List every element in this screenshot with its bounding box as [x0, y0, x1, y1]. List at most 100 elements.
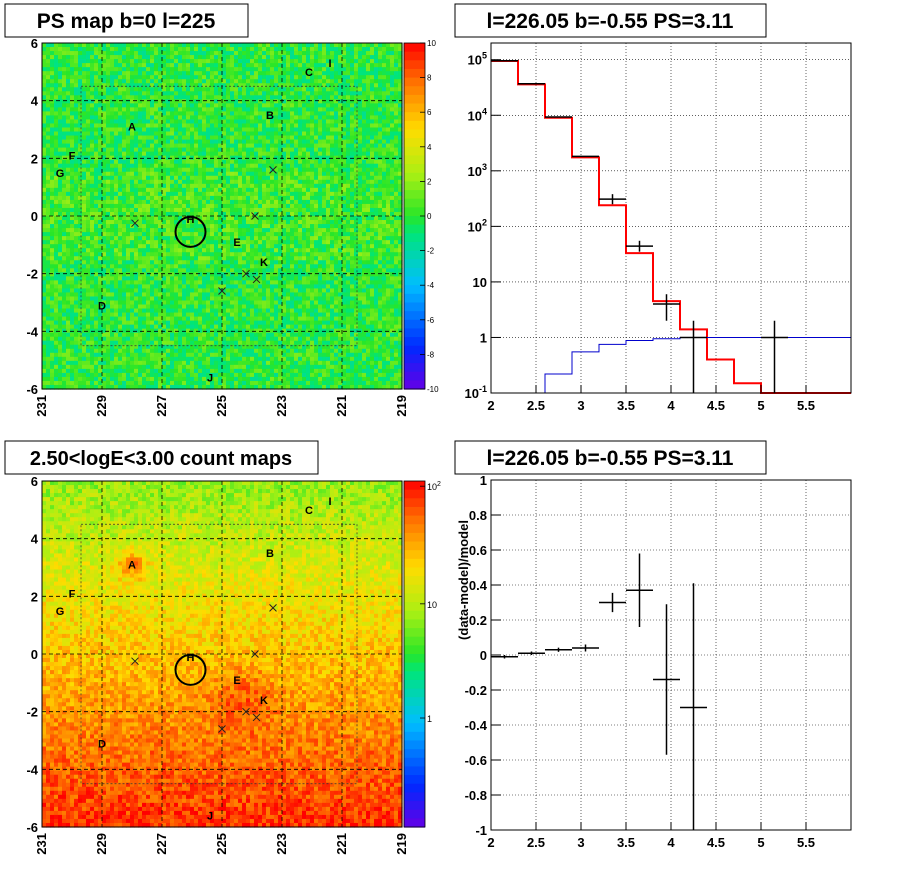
- x-tick-label: 223: [274, 833, 289, 855]
- colorbar-tick-label: -8: [427, 350, 435, 359]
- residual-grid: [490, 479, 851, 831]
- y-tick-label: -2: [26, 267, 38, 282]
- source-label: A: [128, 122, 136, 134]
- source-label: D: [98, 300, 106, 312]
- source-cross-marker: [218, 287, 226, 295]
- y-tick-label: 4: [31, 532, 39, 547]
- y-tick-label: -4: [26, 762, 38, 777]
- source-label: F: [69, 588, 76, 600]
- y-tick-label: -4: [26, 324, 38, 339]
- colorbar-tick-label: 2: [427, 177, 432, 186]
- source-cross-marker: [269, 604, 277, 612]
- y-tick-label: 0: [31, 647, 38, 662]
- source-cross-marker: [252, 275, 261, 284]
- target-circle: [174, 653, 207, 686]
- x-tick-label: 5.5: [797, 835, 815, 850]
- colorbar-tick-label: 10: [427, 600, 437, 610]
- x-tick-label: 229: [94, 395, 109, 417]
- y-tick-label: 6: [31, 36, 38, 51]
- x-tick-label: 2.5: [527, 835, 545, 850]
- residual-panel: 2 2.5 3 3.5 4 4.5 5 5.5 1 0.8 0.6 0.4 0.2 0 -0.2 -0.4 -0…: [456, 473, 852, 850]
- x-tick-label: 225: [214, 833, 229, 855]
- source-label: K: [260, 257, 268, 269]
- colorbar-tick-label: 0: [427, 212, 432, 221]
- x-tick-label: 5.5: [797, 398, 815, 413]
- y-tick-label: 10-1: [465, 384, 487, 401]
- model-histogram: [491, 59, 851, 394]
- source-label: E: [233, 675, 240, 687]
- colorbar-tick-label: 6: [427, 108, 432, 117]
- source-label: C: [305, 505, 313, 517]
- source-label: J: [207, 372, 213, 384]
- colorbar: 10 8 6 4 2 0 -2 -4 -6 -8 -10: [403, 39, 439, 394]
- y-tick-label: -6: [26, 382, 38, 397]
- source-label: H: [187, 652, 195, 664]
- title-bottom-left: 2.50<logE<3.00 count maps: [30, 448, 292, 470]
- y-tick-label: 1: [480, 330, 487, 345]
- source-cross-marker: [269, 166, 277, 174]
- y-tick-label: 6: [31, 474, 38, 489]
- title-top-left: PS map b=0 l=225: [37, 10, 216, 33]
- ps-map-panel: 231 229 227 225 223 221 219 6 4 2 0 -2 -4 -6 10 8 6 4 2 0 -2…: [26, 36, 439, 417]
- source-label: I: [328, 58, 331, 70]
- y-tick-label: -0.8: [465, 788, 487, 803]
- map-frame: [41, 480, 403, 828]
- title-box-top-left: PS map b=0 l=225: [4, 3, 249, 38]
- source-cross-marker: [251, 212, 259, 220]
- y-tick-label: 2: [31, 589, 38, 604]
- map-frame: [41, 42, 403, 390]
- y-tick-label: -2: [26, 705, 38, 720]
- source-label: G: [56, 168, 65, 180]
- source-cross-marker: [242, 269, 250, 278]
- x-tick-label: 3: [577, 835, 584, 850]
- x-tick-label: 2: [487, 835, 494, 850]
- x-tick-label: 227: [154, 395, 169, 417]
- title-box-top-right: l=226.05 b=-0.55 PS=3.11: [454, 3, 767, 38]
- y-tick-label: 4: [31, 94, 39, 109]
- y-tick-label: 2: [31, 151, 38, 166]
- source-label: K: [260, 695, 268, 707]
- x-tick-label: 4: [667, 398, 675, 413]
- roi-box: [80, 85, 358, 347]
- source-label: I: [328, 496, 331, 508]
- heatmap-cells: [42, 43, 403, 390]
- colorbar-tick-label: -2: [427, 247, 435, 256]
- x-tick-label: 2.5: [527, 398, 545, 413]
- source-cross-marker: [131, 657, 139, 666]
- source-cross-marker: [242, 707, 250, 716]
- source-cross-marker: [251, 650, 259, 658]
- y-tick-label: 0.8: [469, 508, 487, 523]
- x-tick-label: 5: [757, 835, 764, 850]
- source-label: C: [305, 67, 313, 79]
- source-label: J: [207, 810, 213, 822]
- colorbar-tick-label: -4: [427, 281, 435, 290]
- x-tick-label: 227: [154, 833, 169, 855]
- x-tick-label: 219: [394, 833, 409, 855]
- x-tick-label: 3.5: [617, 398, 635, 413]
- source-label: H: [187, 214, 195, 226]
- colorbar: 102 10 1: [403, 480, 441, 828]
- colorbar-tick-label: 102: [427, 481, 441, 492]
- title-bottom-right: l=226.05 b=-0.55 PS=3.11: [487, 447, 734, 470]
- x-tick-label: 2: [487, 398, 494, 413]
- y-tick-label: -1: [475, 823, 487, 838]
- x-tick-label: 223: [274, 395, 289, 417]
- source-cross-marker: [131, 219, 139, 228]
- x-tick-label: 5: [757, 398, 764, 413]
- x-tick-label: 3: [577, 398, 584, 413]
- y-axis-label: (data-model)/model: [456, 520, 471, 640]
- y-tick-label: 0: [480, 648, 487, 663]
- source-label: D: [98, 738, 106, 750]
- colorbar-tick-label: 10: [427, 39, 436, 48]
- y-tick-label: 102: [468, 217, 487, 234]
- roi-box: [80, 523, 358, 785]
- y-tick-label: -0.6: [465, 753, 487, 768]
- colorbar-tick-label: -10: [427, 385, 439, 394]
- y-tick-label: 103: [468, 162, 487, 179]
- source-cross-marker: [218, 725, 226, 733]
- y-tick-label: 1: [480, 473, 487, 488]
- colorbar-tick-label: 4: [427, 143, 432, 152]
- background-model-histogram: [544, 336, 851, 393]
- y-tick-label: 0: [31, 209, 38, 224]
